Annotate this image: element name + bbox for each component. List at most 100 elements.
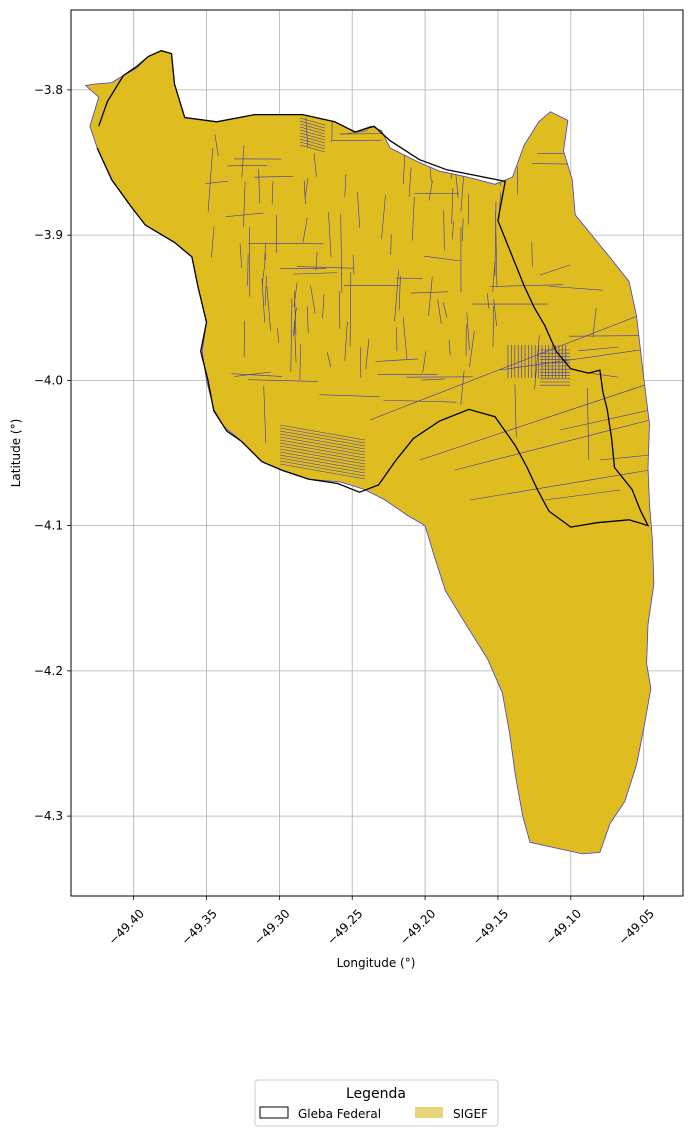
parcel-line [299, 126, 326, 135]
parcel-line [243, 320, 245, 357]
parcel-line [302, 217, 308, 243]
parcel-line [299, 117, 326, 126]
y-axis-title: Latitude (°) [9, 419, 23, 488]
x-axis-title: Longitude (°) [337, 956, 416, 970]
parcel-line [319, 394, 380, 398]
x-tick-label: −49.15 [470, 906, 511, 947]
parcel-line [304, 178, 309, 199]
parcel-line [369, 314, 641, 421]
parcel-line [442, 302, 448, 318]
parcel-line [271, 181, 274, 205]
parcel-line [467, 194, 470, 225]
parcel-line [248, 379, 318, 382]
parcel-line [310, 285, 316, 314]
parcel-line [241, 145, 245, 178]
parcel-line [279, 457, 366, 474]
parcel-line [428, 276, 433, 316]
parcel-line [443, 210, 445, 251]
parcel-line [243, 182, 246, 227]
parcel-line [381, 194, 386, 240]
legend-swatch-gleba-federal [259, 1106, 289, 1119]
gleba-federal-boundary [96, 50, 650, 528]
parcel-line [461, 218, 464, 241]
parcel-line [315, 252, 318, 271]
parcel-line [408, 167, 412, 197]
parcel-line [466, 312, 470, 350]
parcel-line [279, 427, 366, 444]
parcel-line [428, 180, 433, 201]
legend-label-gleba-federal: Gleba Federal [298, 1107, 381, 1121]
parcel-line [492, 262, 496, 292]
plot-frame [70, 9, 684, 897]
parcel-line [489, 284, 563, 287]
parcel-line [398, 275, 401, 310]
parcel-line [410, 291, 448, 294]
parcel-line [437, 299, 442, 324]
parcel-line [234, 371, 272, 377]
x-tick-label: −49.05 [616, 906, 657, 947]
parcel-line [279, 460, 366, 477]
parcel-line [534, 335, 540, 390]
parcel-line [227, 164, 268, 167]
parcel-line [592, 307, 597, 337]
parcel-line [299, 120, 326, 129]
parcel-line [211, 226, 215, 258]
parcel-line [299, 123, 326, 132]
parcel-line [394, 269, 399, 322]
parcel-line [266, 286, 271, 332]
parcel-line [344, 321, 348, 361]
parcel-line [494, 201, 497, 277]
parcel-line [299, 135, 326, 144]
parcel-line [344, 174, 347, 197]
x-tick-label: −49.25 [324, 906, 365, 947]
x-tick-label: −49.10 [543, 906, 584, 947]
y-tick-label: −3.9 [34, 228, 63, 242]
y-tick-label: −4.1 [34, 519, 63, 533]
parcel-line [254, 175, 293, 178]
parcel-line [261, 278, 265, 323]
parcel-line [225, 212, 264, 217]
parcel-line [341, 130, 368, 135]
x-tick-label: −49.20 [397, 906, 438, 947]
parcel-line [263, 386, 267, 444]
y-tick-label: −3.8 [34, 83, 63, 97]
parcel-line [299, 138, 326, 147]
parcel-line [248, 242, 324, 245]
parcel-line [205, 180, 228, 184]
parcel-line [290, 298, 293, 372]
parcel-line [448, 339, 451, 356]
parcel-line [469, 331, 475, 368]
parcel-line [357, 191, 360, 228]
sigef-area [84, 50, 655, 855]
parcel-line [340, 214, 343, 293]
parcel-line [514, 384, 517, 438]
parcel-line [352, 255, 355, 275]
x-tick-label: −49.40 [106, 906, 147, 947]
parcel-line [299, 129, 326, 138]
parcel-line [297, 266, 354, 269]
parcel-line [499, 349, 641, 371]
parcel-line [258, 168, 260, 204]
parcel-line [492, 305, 495, 348]
parcel-line [460, 370, 465, 405]
parcel-line [231, 373, 283, 377]
parcel-line [486, 293, 490, 309]
parcel-line [207, 148, 214, 212]
x-tick-label: −49.35 [179, 906, 220, 947]
parcel-line [599, 454, 651, 461]
y-tick-label: −4.0 [34, 373, 63, 387]
parcel-line [365, 339, 370, 370]
parcel-line [460, 170, 465, 212]
parcel-line [239, 243, 243, 269]
parcel-line [279, 436, 366, 453]
parcel-line [294, 321, 297, 363]
parcel-line [421, 378, 445, 381]
parcel-line [277, 327, 280, 343]
parcel-line [279, 454, 366, 471]
legend: Legenda Gleba Federal SIGEF [254, 1079, 499, 1127]
parcel-line [279, 430, 366, 447]
parcel-line [544, 489, 621, 501]
parcel-line [339, 291, 341, 329]
parcel-line [539, 264, 571, 276]
parcel-line [451, 220, 455, 240]
